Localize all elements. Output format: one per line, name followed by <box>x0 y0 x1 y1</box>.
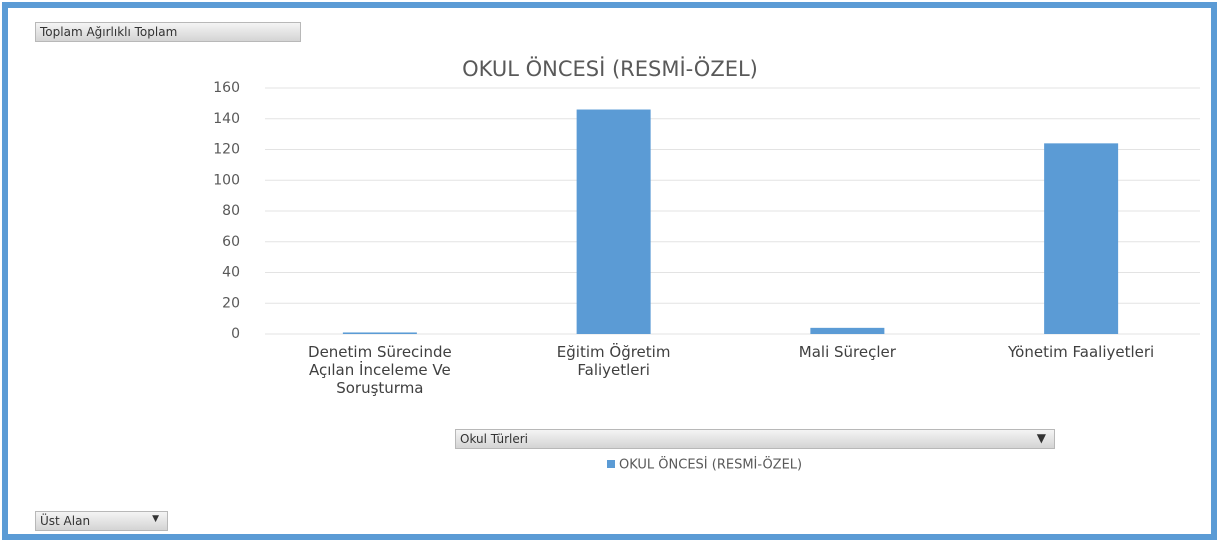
x-tick-label: Eğitim Öğretim Faliyetleri <box>556 343 671 379</box>
y-tick-label: 40 <box>222 265 240 281</box>
dropdown-icon: ▼ <box>152 514 159 524</box>
bar <box>576 109 651 335</box>
y-tick-label: 120 <box>213 142 240 158</box>
bar <box>810 327 885 334</box>
y-tick-label: 60 <box>222 234 240 250</box>
axis-field-label: Okul Türleri <box>460 432 528 446</box>
filter-field-label: Üst Alan <box>40 514 91 528</box>
y-tick-label: 20 <box>222 295 240 311</box>
x-tick-label: Mali Süreçler <box>798 343 896 361</box>
legend-label: OKUL ÖNCESİ (RESMİ-ÖZEL) <box>619 456 802 473</box>
x-tick-label: Denetim Sürecinde Açılan İnceleme Ve Sor… <box>308 343 452 397</box>
chart-title: OKUL ÖNCESİ (RESMİ-ÖZEL) <box>462 56 758 81</box>
y-tick-label: 160 <box>213 80 240 96</box>
bar <box>1044 143 1119 334</box>
filter-field-button[interactable]: Üst Alan ▼ <box>35 511 168 531</box>
bar <box>342 332 417 334</box>
y-tick-label: 100 <box>213 172 240 188</box>
filter-icon: ▼ <box>1036 431 1046 445</box>
y-tick-label: 140 <box>213 111 240 127</box>
axis-field-button[interactable]: Okul Türleri ▼ <box>455 429 1055 449</box>
y-tick-label: 80 <box>222 203 240 219</box>
x-tick-label: Yönetim Faaliyetleri <box>1008 343 1155 361</box>
value-field-button[interactable]: Toplam Ağırlıklı Toplam <box>35 22 301 42</box>
legend-swatch <box>607 460 615 468</box>
y-tick-label: 0 <box>231 326 240 342</box>
